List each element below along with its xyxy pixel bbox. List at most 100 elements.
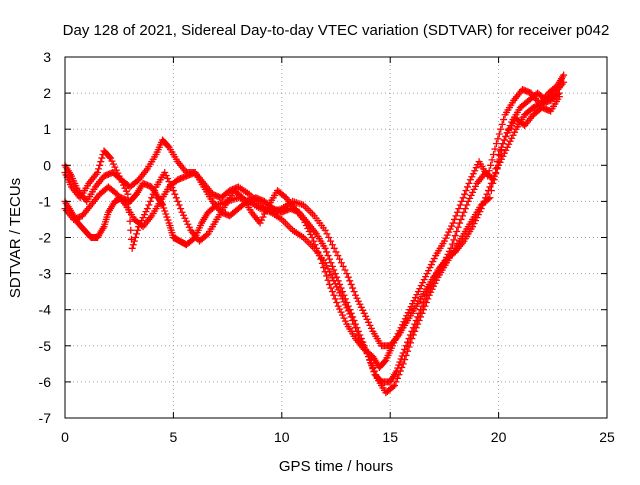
data-point [471,182,479,190]
data-point [327,271,335,279]
data-point [388,342,396,350]
data-point [337,308,345,316]
data-point [407,303,415,311]
data-point [417,282,425,290]
data-point [466,194,474,202]
data-point [327,284,335,292]
data-point [328,241,336,249]
data-point [402,351,410,359]
data-point [330,244,338,252]
x-tick-label: 0 [61,429,69,445]
data-point [118,178,126,186]
data-point [107,154,115,162]
data-point [343,270,351,278]
data-point [330,291,338,299]
data-point [94,169,102,177]
data-point [181,214,189,222]
data-point [491,145,499,153]
data-point [357,303,365,311]
data-point [337,259,345,267]
data-point [167,181,175,189]
data-point [406,339,414,347]
data-point [493,158,501,166]
data-point [440,237,448,245]
data-point [425,267,433,275]
data-point [117,175,125,183]
data-point [307,230,315,238]
data-point [328,288,336,296]
data-point [237,193,245,201]
data-point [256,219,264,227]
data-point [333,273,341,281]
data-point [109,160,117,168]
data-point [334,302,342,310]
data-point [404,347,412,355]
data-point [428,285,436,293]
series-track-4 [61,71,568,371]
y-axis-label: SDTVAR / TECUs [7,178,24,298]
data-point [321,268,329,276]
data-point [445,228,453,236]
data-point [449,219,457,227]
data-point [178,208,186,216]
data-point [489,179,497,187]
data-point [381,357,389,365]
data-point [487,187,495,195]
data-point [133,230,141,238]
data-point [311,241,319,249]
data-point [555,93,563,101]
data-point [143,205,151,213]
data-point [393,333,401,341]
data-point [495,130,503,138]
data-point [416,285,424,293]
data-point [301,218,309,226]
data-point [136,220,144,228]
data-point [160,204,168,212]
data-point [431,279,439,287]
data-point [414,288,422,296]
data-point [299,215,307,223]
data-point [320,264,328,272]
y-tick-label: -3 [39,266,52,282]
data-point [112,166,120,174]
data-point [363,315,371,323]
data-point [163,213,171,221]
data-point [451,232,459,240]
data-point [458,212,466,220]
data-point [327,259,335,267]
data-point [305,227,313,235]
data-point [486,194,494,202]
data-point [317,255,325,263]
data-point [509,131,517,139]
data-point [471,167,479,175]
data-point [460,208,468,216]
data-point [122,187,130,195]
y-tick-label: -6 [39,374,52,390]
data-point [347,309,355,317]
data-point [339,311,347,319]
data-point [362,312,370,320]
data-point [390,339,398,347]
data-point [262,207,270,215]
data-point [115,172,123,180]
data-point [391,336,399,344]
data-point [492,140,500,148]
data-point [203,231,211,239]
data-point [124,190,132,198]
data-point [96,161,104,169]
data-point [356,331,364,339]
data-point [427,288,435,296]
data-point [323,230,331,238]
data-point [337,284,345,292]
data-point [483,190,491,198]
chart-title: Day 128 of 2021, Sidereal Day-to-day VTE… [63,22,610,39]
data-point [330,266,338,274]
data-point [465,179,473,187]
data-point [323,272,331,280]
data-point [391,382,399,390]
data-point [339,262,347,270]
data-point [468,173,476,181]
data-point [347,280,355,288]
data-point [490,172,498,180]
data-point [510,128,518,136]
